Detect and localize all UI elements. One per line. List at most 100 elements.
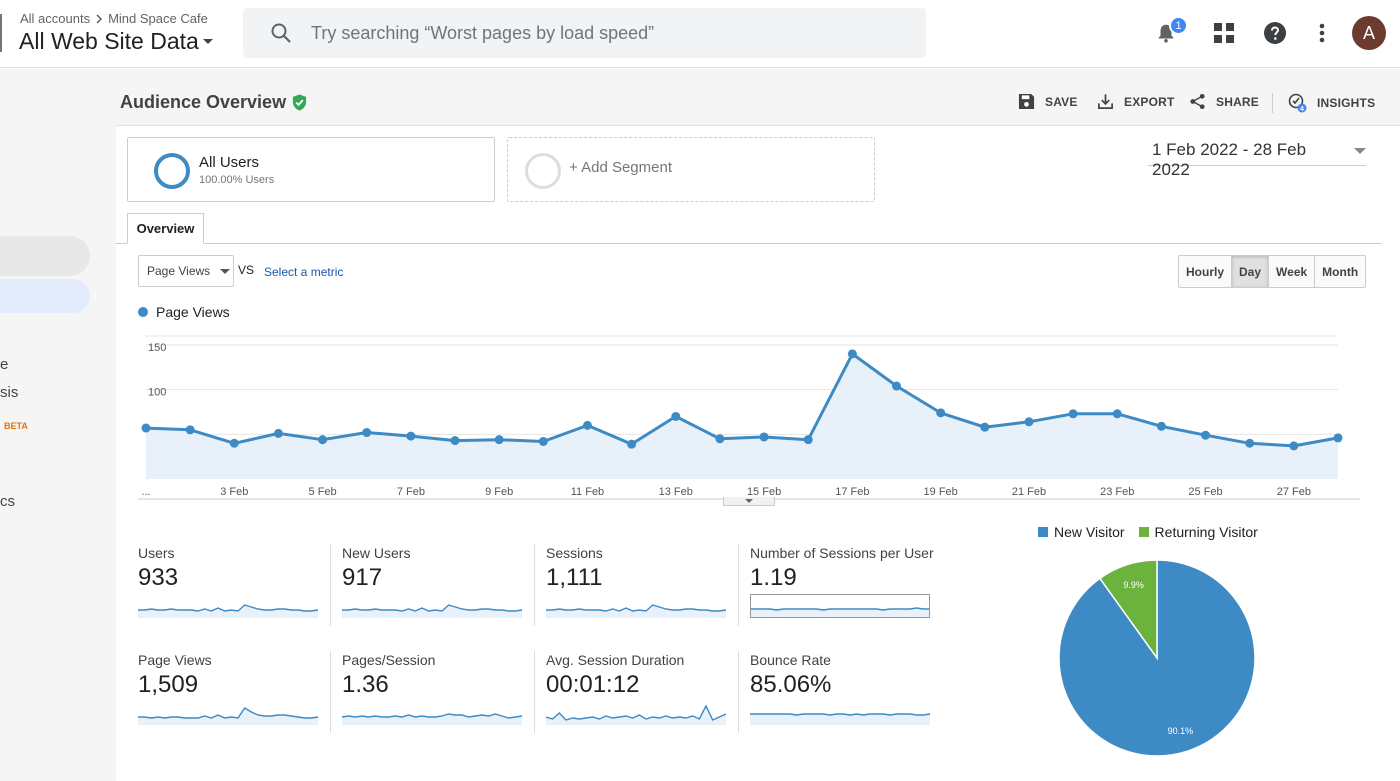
help-icon <box>1264 22 1286 44</box>
metric-value: 1.19 <box>750 564 797 591</box>
data-point[interactable] <box>892 381 902 391</box>
sidebar-item-label[interactable]: sis <box>0 384 19 401</box>
pie-legend-item: New Visitor <box>1038 524 1125 540</box>
data-point[interactable] <box>671 411 681 421</box>
search-bar[interactable] <box>243 8 926 58</box>
help-button[interactable] <box>1262 20 1288 46</box>
x-tick-label: 11 Feb <box>571 486 604 498</box>
data-point[interactable] <box>273 428 283 438</box>
property-selector[interactable]: All Web Site Data <box>19 28 213 55</box>
caret-down-icon <box>220 268 231 274</box>
pie-legend: New Visitor Returning Visitor <box>1038 524 1258 540</box>
granularity-week[interactable]: Week <box>1269 256 1316 287</box>
data-point[interactable] <box>1156 421 1166 431</box>
export-label: EXPORT <box>1124 94 1175 109</box>
main-panel: Audience Overview SAVE EXPORT SHARE 4 IN… <box>116 69 1400 781</box>
metric-tile[interactable]: Number of Sessions per User 1.19 <box>738 544 934 626</box>
data-point[interactable] <box>1289 441 1299 451</box>
search-input[interactable] <box>311 22 911 44</box>
sparkline-line <box>750 607 930 611</box>
export-button[interactable]: EXPORT <box>1097 93 1175 110</box>
data-point[interactable] <box>582 420 592 430</box>
pie-legend-label: New Visitor <box>1054 524 1125 540</box>
metric-tile[interactable]: Sessions 1,111 <box>534 544 726 626</box>
data-point[interactable] <box>538 436 548 446</box>
segment-percentage: 100.00% Users <box>199 174 275 186</box>
metric-value: 1,111 <box>546 564 603 591</box>
series-line <box>145 352 1339 448</box>
date-range-label: 1 Feb 2022 - 28 Feb 2022 <box>1152 140 1307 179</box>
data-point[interactable] <box>406 431 416 441</box>
pie-slice[interactable] <box>1098 559 1158 661</box>
metric-tile[interactable]: New Users 917 <box>330 544 522 626</box>
more-options-button[interactable] <box>1309 20 1335 46</box>
breadcrumb-root[interactable]: All accounts <box>20 11 91 26</box>
segment-empty-ring-icon <box>525 153 561 189</box>
data-point[interactable] <box>318 435 328 445</box>
tab-overview[interactable]: Overview <box>127 213 204 244</box>
data-point[interactable] <box>141 423 151 433</box>
granularity-hourly[interactable]: Hourly <box>1179 256 1233 287</box>
menu-edge[interactable] <box>0 14 2 52</box>
granularity-toggle: Hourly Day Week Month <box>1178 255 1367 288</box>
sparkline <box>138 604 318 618</box>
x-tick-label: 25 Feb <box>1188 486 1222 498</box>
x-tick-label: 17 Feb <box>835 486 869 498</box>
metric-label: Users <box>138 545 175 561</box>
metric-tile[interactable]: Bounce Rate 85.06% <box>738 651 930 733</box>
data-point[interactable] <box>759 432 769 442</box>
data-point[interactable] <box>847 349 857 359</box>
add-segment-button[interactable]: + Add Segment <box>507 137 875 202</box>
chevron-right-icon <box>96 13 103 24</box>
data-point[interactable] <box>980 422 990 432</box>
data-point[interactable] <box>1112 409 1122 419</box>
metric-label: New Users <box>342 545 411 561</box>
metric-dropdown[interactable]: Page Views <box>138 255 234 287</box>
data-point[interactable] <box>1245 438 1255 448</box>
caret-down-icon <box>1354 148 1366 154</box>
apps-button[interactable] <box>1211 20 1237 46</box>
metric-tile[interactable]: Pages/Session 1.36 <box>330 651 522 733</box>
data-point[interactable] <box>185 425 195 435</box>
action-divider <box>1272 93 1273 113</box>
data-point[interactable] <box>803 435 813 445</box>
data-point[interactable] <box>1201 430 1211 440</box>
pie-legend-item: Returning Visitor <box>1138 524 1258 540</box>
top-bar: All accounts Mind Space Cafe All Web Sit… <box>0 0 1400 68</box>
data-point[interactable] <box>229 438 239 448</box>
segment-all-users[interactable]: All Users 100.00% Users <box>127 137 495 202</box>
metric-tile[interactable]: Avg. Session Duration 00:01:12 <box>534 651 726 733</box>
vs-label: VS <box>238 263 255 277</box>
chart-collapse-button[interactable] <box>723 497 775 506</box>
data-point[interactable] <box>1024 417 1034 427</box>
breadcrumb[interactable]: All accounts Mind Space Cafe <box>20 11 208 26</box>
sidebar-item-selected[interactable] <box>0 279 90 313</box>
granularity-month[interactable]: Month <box>1315 256 1366 287</box>
data-point[interactable] <box>1333 433 1343 443</box>
data-point[interactable] <box>627 439 637 449</box>
breadcrumb-account[interactable]: Mind Space Cafe <box>108 11 208 26</box>
metric-tile[interactable]: Users 933 <box>127 544 318 626</box>
data-point[interactable] <box>494 435 504 445</box>
select-metric-link[interactable]: Select a metric <box>264 265 344 279</box>
sparkline-area <box>138 708 318 725</box>
metric-tile[interactable]: Page Views 1,509 <box>127 651 318 733</box>
insights-label: INSIGHTS <box>1317 96 1376 110</box>
data-point[interactable] <box>362 428 372 438</box>
date-range-picker[interactable]: 1 Feb 2022 - 28 Feb 2022 <box>1148 140 1366 179</box>
data-point[interactable] <box>1068 409 1078 419</box>
insights-button[interactable]: 4 INSIGHTS <box>1287 93 1375 113</box>
share-button[interactable]: SHARE <box>1189 93 1259 110</box>
sidebar-item-active[interactable] <box>0 236 90 276</box>
sparkline-area <box>342 605 522 618</box>
avatar[interactable]: A <box>1352 16 1386 50</box>
sidebar-item-label[interactable]: cs <box>0 493 15 510</box>
granularity-day[interactable]: Day <box>1232 256 1270 287</box>
save-button[interactable]: SAVE <box>1018 93 1078 110</box>
data-point[interactable] <box>450 436 460 446</box>
data-point[interactable] <box>715 434 725 444</box>
x-tick-label: 9 Feb <box>485 486 513 498</box>
data-point[interactable] <box>936 408 946 418</box>
y-tick-label: 150 <box>148 342 166 354</box>
sidebar-item-label[interactable]: e <box>0 356 9 373</box>
